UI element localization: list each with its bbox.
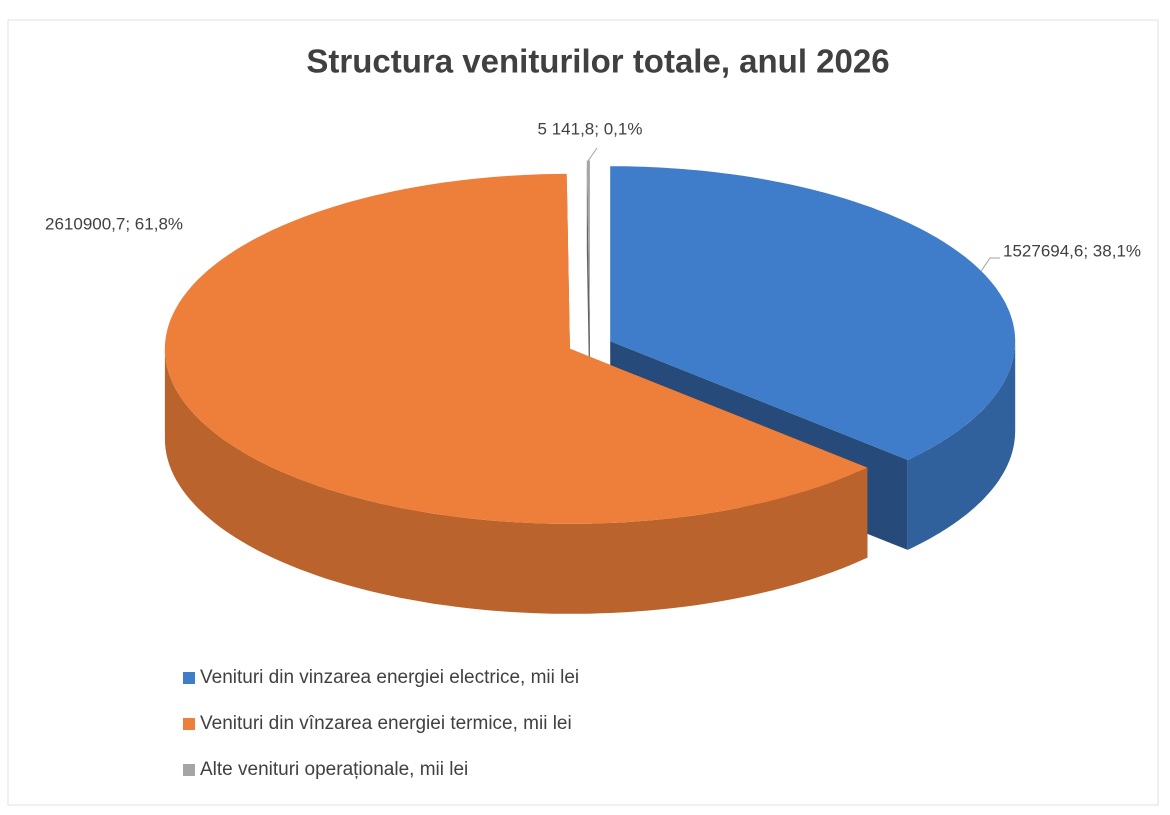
leader-line (587, 147, 598, 161)
pie-slice (586, 160, 590, 336)
data-label: 5 141,8; 0,1% (538, 119, 643, 138)
pie-slice (164, 173, 868, 524)
legend-swatch (183, 718, 195, 730)
leader-line (980, 257, 1000, 272)
legend-label: Venituri din vinzarea energiei electrice… (200, 667, 579, 688)
slice-side (907, 341, 1016, 550)
chart-title: Structura veniturilor totale, anul 2026 (306, 43, 889, 80)
legend-swatch (183, 764, 195, 776)
data-label: 2610900,7; 61,8% (45, 214, 183, 233)
slice-side (164, 348, 868, 614)
legend-swatch (183, 672, 195, 684)
pie-slice (610, 166, 1016, 460)
legend-label: Venituri din vînzarea energiei termice, … (200, 713, 572, 734)
data-label: 1527694,6; 38,1% (1003, 241, 1141, 260)
legend-label: Alte venituri operaționale, mii lei (200, 759, 468, 780)
